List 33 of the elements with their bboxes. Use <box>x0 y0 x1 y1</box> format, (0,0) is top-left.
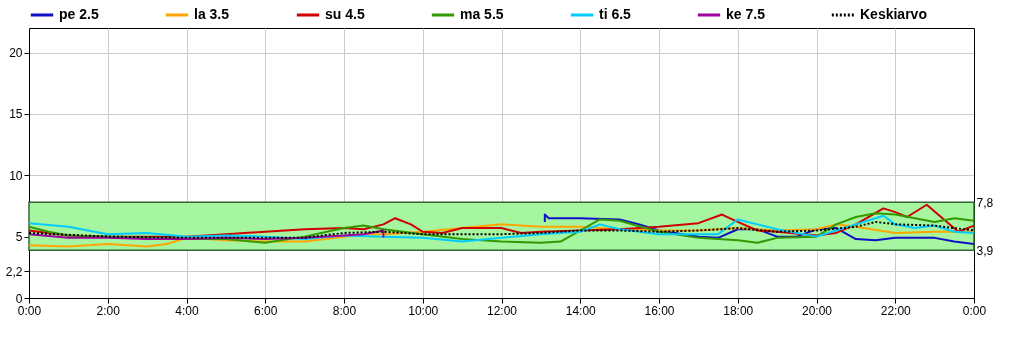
line-series <box>28 223 975 248</box>
legend-label: ma 5.5 <box>460 6 504 22</box>
legend-label: la 3.5 <box>194 6 230 22</box>
line-series <box>28 228 385 241</box>
y-tick-label: 2,2 <box>5 264 23 279</box>
y-tick-label: 20 <box>9 46 23 61</box>
legend-label: ke 7.5 <box>726 6 766 22</box>
legend-label: su 4.5 <box>325 6 365 22</box>
x-tick-label: 2:00 <box>96 303 121 318</box>
x-tick-label: 10:00 <box>408 303 439 318</box>
y-tick-label: 15 <box>9 107 23 122</box>
x-tick-label: 8:00 <box>332 303 357 318</box>
legend-label: ti 6.5 <box>599 6 632 22</box>
line-series <box>543 213 975 245</box>
x-tick-label: 0:00 <box>17 303 42 318</box>
y-tick-label: 10 <box>9 168 23 183</box>
y-tick-label: 5 <box>15 230 23 245</box>
x-tick-label: 14:00 <box>565 303 597 318</box>
x-tick-label: 12:00 <box>486 303 518 318</box>
legend-label: pe 2.5 <box>59 6 99 22</box>
x-tick-label: 4:00 <box>175 303 199 318</box>
x-tick-label: 0:00 <box>962 303 987 318</box>
line-series <box>28 220 975 239</box>
x-tick-label: 18:00 <box>723 303 754 318</box>
line-series <box>28 203 975 238</box>
x-tick-label: 16:00 <box>644 303 675 318</box>
x-tick-label: 20:00 <box>801 303 833 318</box>
y-tick-label: 0 <box>15 291 23 306</box>
legend-label: Keskiarvo <box>860 6 927 22</box>
x-tick-label: 22:00 <box>880 303 912 318</box>
y2-tick-label: 7,8 <box>976 195 994 210</box>
x-tick-label: 6:00 <box>254 303 278 318</box>
y2-tick-label: 3,9 <box>976 243 994 258</box>
